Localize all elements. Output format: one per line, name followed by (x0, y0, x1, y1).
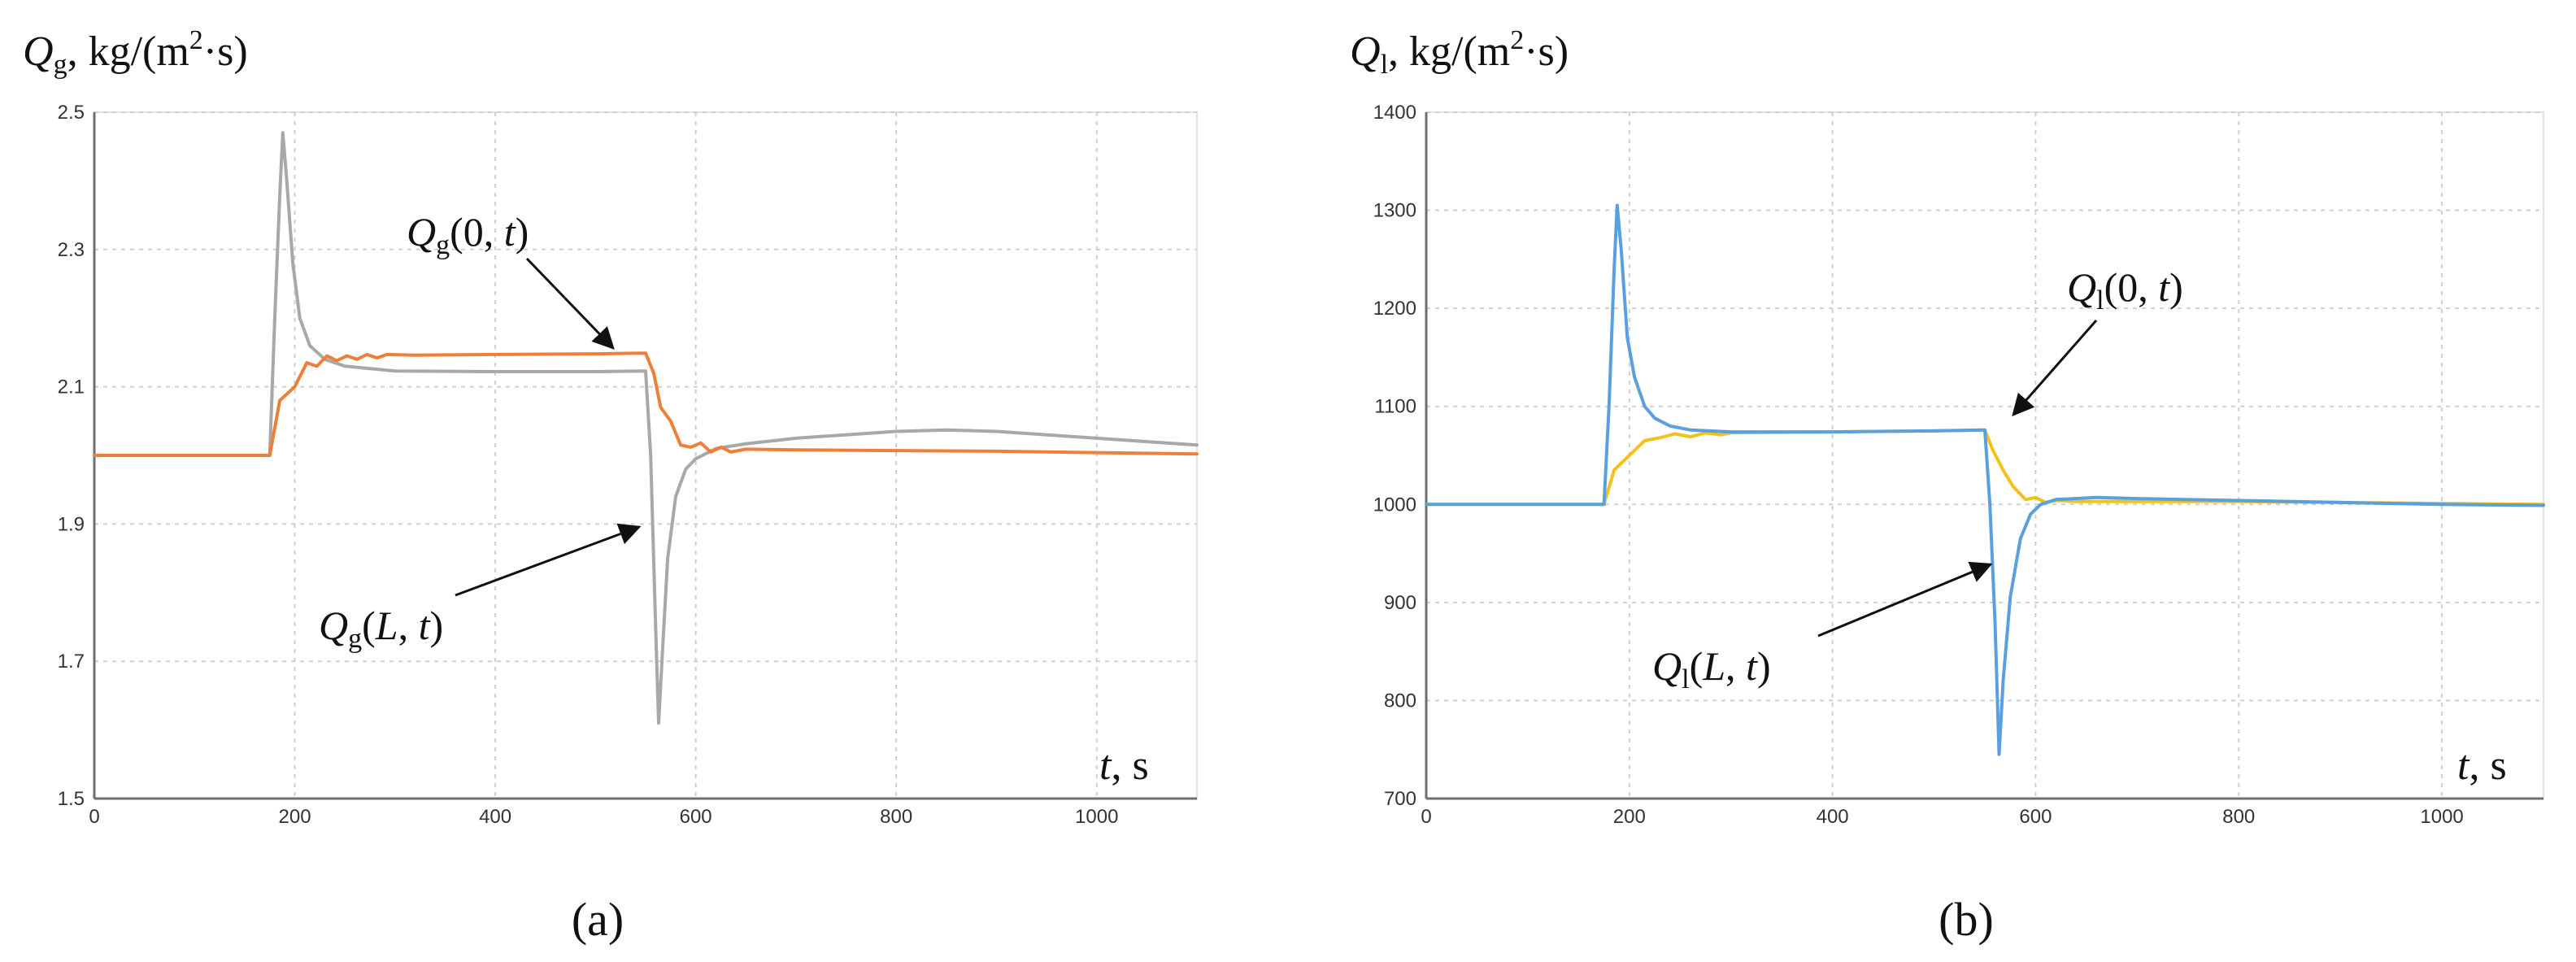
annotation-qg-l: Qg(L, t) (319, 523, 642, 654)
series-line-b-1 (1425, 203, 2545, 756)
grid-b (1425, 111, 2544, 800)
x-tick-label: 400 (1817, 806, 1849, 828)
y-tick-label: 1.9 (58, 513, 85, 535)
annotation-qg-0: Qg(0, t) (407, 209, 615, 350)
annotation-label-ql-l: Ql(L, t) (1652, 643, 1771, 694)
y-tick-label: 1.5 (58, 788, 85, 810)
x-axis-label-b: t, s (2457, 742, 2507, 789)
y-tick-label: 700 (1384, 788, 1416, 810)
y-axis-label-a: Qg, kg/(m2·s) (23, 25, 248, 80)
x-tick-label: 200 (1613, 806, 1646, 828)
y-tick-label: 2.3 (58, 239, 85, 261)
x-tick-label: 600 (680, 806, 712, 828)
annotation-arrow-ql-l (1817, 561, 1993, 638)
series-line-a-1 (93, 351, 1199, 457)
x-tick-label: 0 (1421, 806, 1431, 828)
annotation-label-ql-0: Ql(0, t) (2067, 264, 2183, 316)
annotation-ql-l: Ql(L, t) (1652, 561, 1993, 694)
y-tick-label: 1100 (1374, 396, 1416, 418)
y-tick-label: 1.7 (58, 651, 85, 673)
y-tick-label: 1300 (1373, 200, 1416, 222)
x-tick-label: 800 (2222, 806, 2255, 828)
x-tick-label: 800 (880, 806, 912, 828)
series-a (93, 131, 1199, 725)
y-axis-label-b: Ql, kg/(m2·s) (1350, 25, 1569, 80)
y-tick-label: 1000 (1373, 494, 1416, 516)
y-tick-label: 1400 (1373, 102, 1416, 124)
chart-a: Qg, kg/(m2·s) 0 200 400 600 800 1000 1.5 1.7 1.9… (23, 25, 1199, 946)
chart-b: Ql, kg/(m2·s) 0 200 400 600 800 1000 700 800 900… (1350, 25, 2545, 946)
tick-labels-b: 0 200 400 600 800 1000 700 800 900 1000 1100 1200 13… (1373, 102, 2464, 828)
x-tick-label: 0 (89, 806, 99, 828)
annotation-arrow-qg-0 (525, 257, 615, 350)
annotation-arrow-qg-l (455, 523, 642, 597)
y-tick-label: 2.5 (58, 102, 85, 124)
x-tick-label: 200 (279, 806, 311, 828)
annotation-arrow-ql-0 (2012, 320, 2098, 417)
annotation-label-qg-0: Qg(0, t) (407, 209, 529, 260)
x-tick-label: 1000 (2420, 806, 2463, 828)
x-tick-label: 1000 (1075, 806, 1118, 828)
series-line-a-0 (93, 131, 1199, 725)
panel-label-b: (b) (1939, 893, 1994, 946)
x-tick-label: 400 (479, 806, 511, 828)
annotation-ql-0: Ql(0, t) (2012, 264, 2183, 417)
series-b (1425, 203, 2545, 756)
y-tick-label: 900 (1384, 592, 1416, 614)
tick-labels-a: 0 200 400 600 800 1000 1.5 1.7 1.9 2.1 2.3 2.5 (58, 102, 1119, 828)
x-axis-label-a: t, s (1099, 742, 1149, 789)
annotation-label-qg-l: Qg(L, t) (319, 603, 443, 654)
y-tick-label: 800 (1384, 690, 1416, 712)
y-tick-label: 2.1 (58, 377, 85, 398)
plot-frame-b (1425, 111, 2544, 799)
x-tick-label: 600 (2019, 806, 2052, 828)
y-tick-label: 1200 (1373, 298, 1416, 320)
panel-label-a: (a) (572, 893, 624, 946)
